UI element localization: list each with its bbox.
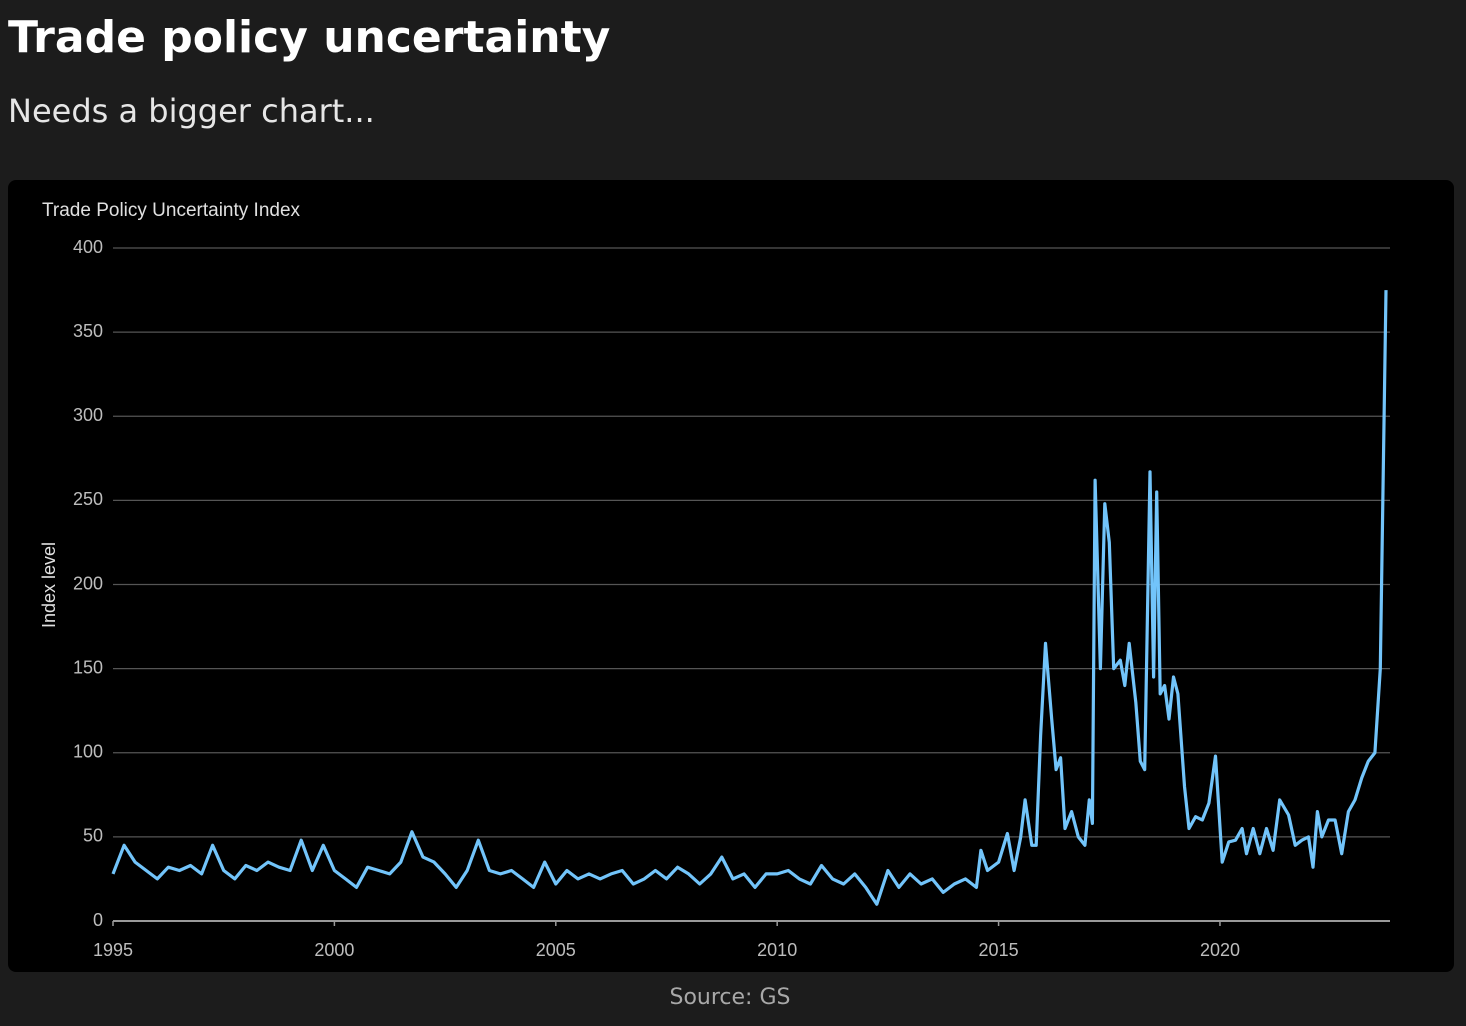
y-tick-label: 300 (73, 405, 103, 425)
y-tick-label: 0 (93, 910, 103, 930)
y-tick-label: 50 (83, 826, 103, 846)
x-tick-label: 2020 (1200, 940, 1240, 960)
y-tick-label: 250 (73, 489, 103, 509)
y-axis-label: Index level (39, 542, 59, 628)
x-tick-label: 2000 (314, 940, 354, 960)
x-tick-label: 2015 (979, 940, 1019, 960)
page-subtitle: Needs a bigger chart... (8, 92, 375, 130)
x-tick-label: 2005 (536, 940, 576, 960)
y-tick-label: 150 (73, 657, 103, 677)
y-tick-label: 350 (73, 321, 103, 341)
y-tick-label: 100 (73, 742, 103, 762)
y-tick-label: 200 (73, 573, 103, 593)
source-note: Source: GS (670, 985, 791, 1010)
x-tick-label: 2010 (757, 940, 797, 960)
data-line (111, 290, 1388, 906)
x-tick-label: 1995 (93, 940, 133, 960)
chart-title: Trade Policy Uncertainty Index (42, 200, 301, 221)
page-title: Trade policy uncertainty (8, 12, 610, 63)
y-tick-label: 400 (73, 237, 103, 257)
chart-panel (8, 180, 1454, 972)
